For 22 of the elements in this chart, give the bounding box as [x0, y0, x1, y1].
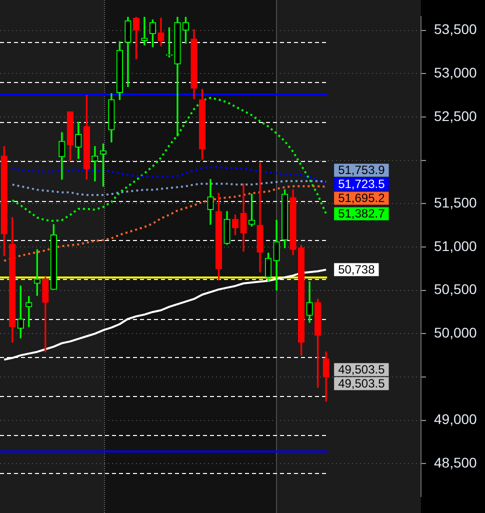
candlestick	[92, 146, 98, 182]
y-tick-label: 53,500	[434, 21, 478, 38]
y-tick-label: 50,500	[434, 281, 478, 298]
y-tick-label: 48,500	[434, 454, 478, 471]
y-tick-label: 49,000	[434, 411, 478, 428]
data-label: 50,738	[338, 262, 376, 276]
candlestick	[141, 16, 148, 46]
candlestick	[256, 162, 264, 272]
line-series	[3, 185, 328, 262]
data-label: 51,695.2	[338, 191, 386, 206]
y-tick-label: 51,000	[434, 238, 478, 254]
line-series	[11, 166, 328, 186]
y-tick-label: 53,000	[434, 64, 478, 80]
line-series	[11, 180, 328, 196]
y-tick-label: 51,500	[434, 194, 478, 210]
y-tick-label: 50,000	[434, 324, 478, 341]
text: 49,503.5	[338, 376, 386, 390]
y-tick-label: 52,500	[434, 108, 478, 124]
data-label: 51,382.7	[338, 206, 386, 221]
text: 49,503.5	[338, 362, 386, 376]
data-label: 51,753.9	[338, 163, 386, 178]
data-label: 51,723.5	[338, 177, 386, 192]
